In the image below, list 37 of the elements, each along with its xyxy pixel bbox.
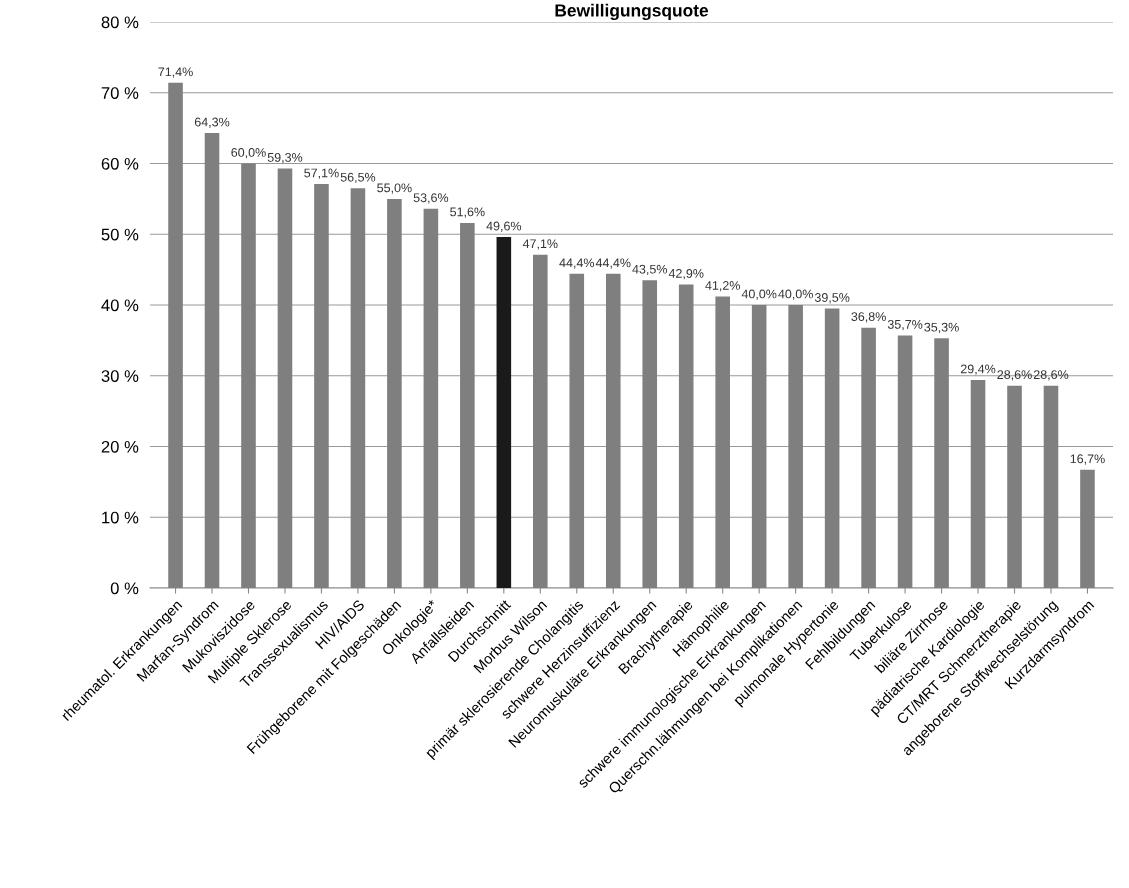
data-label: 60,0% [231, 148, 266, 159]
data-label: 28,6% [997, 370, 1032, 381]
y-tick-label: 0 % [110, 582, 139, 595]
data-label: 43,5% [632, 264, 668, 276]
data-label: 64,3% [194, 117, 230, 128]
data-label: 59,3% [267, 152, 303, 164]
chart-title: Bewilligungsquote [555, 3, 709, 21]
data-label: 51,6% [450, 207, 485, 218]
data-label: 39,5% [814, 293, 850, 304]
data-label: 41,2% [705, 281, 740, 292]
bar [496, 237, 512, 588]
data-label: 57,1% [304, 168, 339, 179]
data-label: 47,1% [522, 239, 558, 250]
data-label: 42,9% [668, 268, 704, 280]
data-label: 55,0% [377, 183, 412, 194]
data-label: 40,0% [741, 289, 777, 300]
data-label: 71,4% [158, 67, 193, 78]
y-tick-label: 80 % [101, 16, 139, 29]
y-tick-label: 40 % [101, 299, 139, 312]
data-label: 44,4% [595, 258, 631, 269]
data-label: 44,4% [559, 258, 595, 269]
y-tick-label: 20 % [101, 440, 139, 453]
y-tick-label: 50 % [101, 228, 139, 241]
y-tick-label: 70 % [101, 87, 139, 99]
data-label: 53,6% [413, 193, 449, 204]
y-tick-label: 10 % [102, 511, 139, 524]
data-label: 35,7% [887, 319, 923, 331]
data-label: 16,7% [1070, 454, 1105, 465]
y-tick-label: 30 % [101, 370, 139, 382]
data-label: 35,3% [924, 322, 959, 334]
data-label: 28,6% [1033, 370, 1069, 381]
data-label: 40,0% [778, 289, 813, 300]
y-tick-label: 60 % [101, 157, 139, 170]
data-label: 29,4% [960, 364, 996, 375]
data-label: 49,6% [486, 221, 522, 232]
data-label: 56,5% [340, 172, 376, 184]
data-label: 36,8% [851, 312, 886, 323]
